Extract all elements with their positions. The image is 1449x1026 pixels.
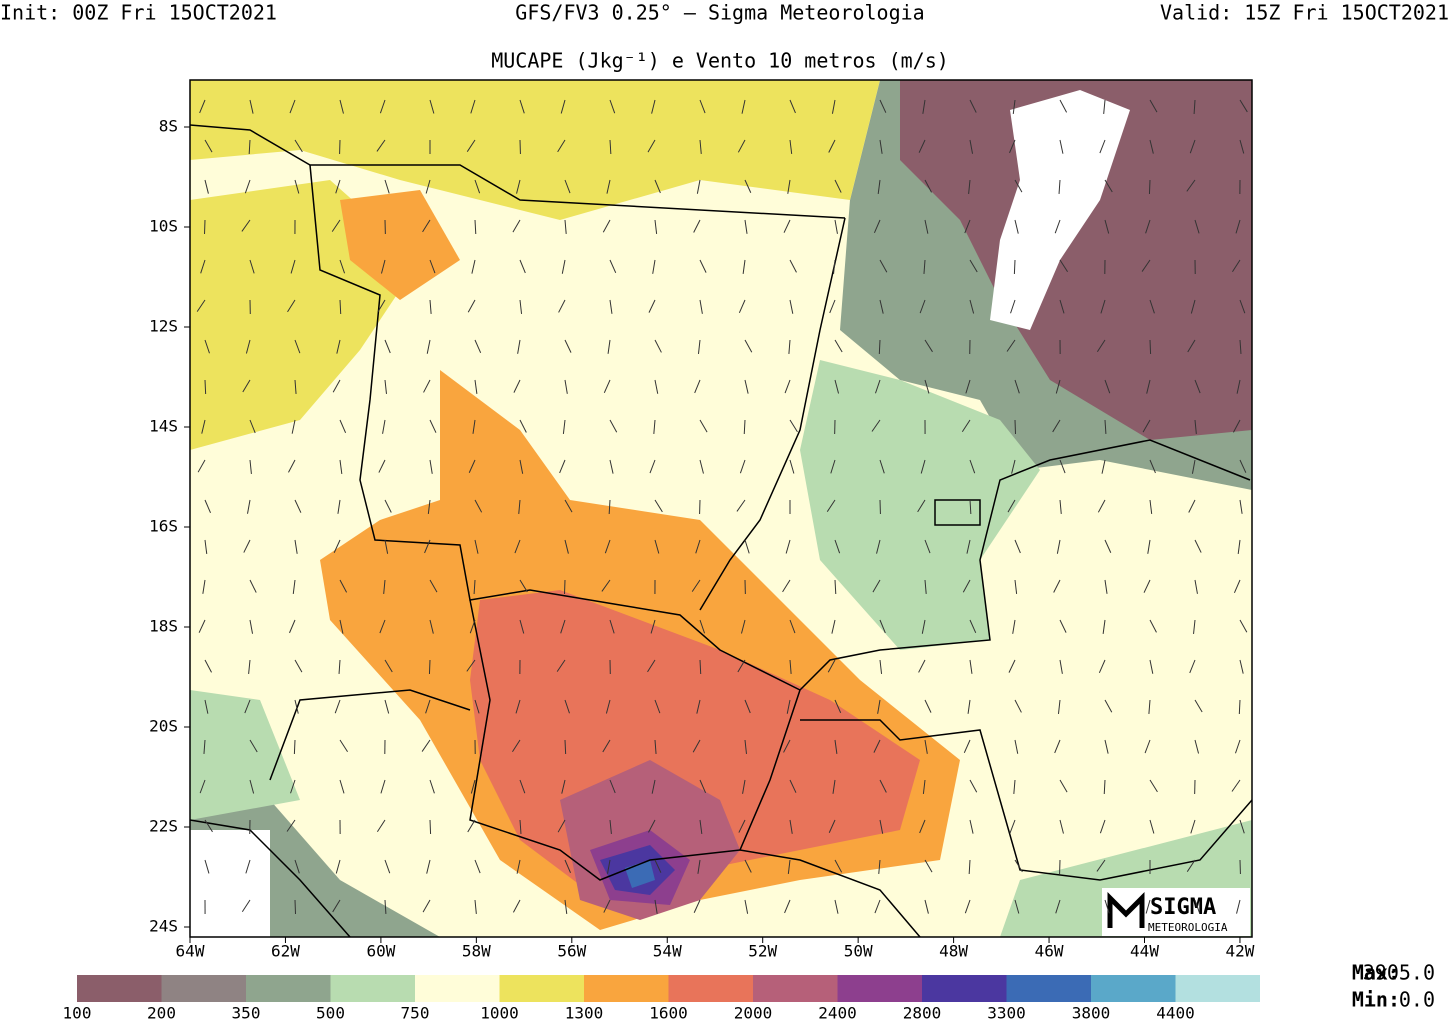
lat-label: 16S xyxy=(149,517,178,536)
lon-label: 50W xyxy=(844,942,873,961)
lon-label: 62W xyxy=(271,942,300,961)
max-value: 3905.0 xyxy=(1363,961,1435,985)
wind-barb xyxy=(205,380,206,394)
wind-barb xyxy=(429,660,430,674)
colorbar-label: 1600 xyxy=(649,1004,688,1023)
lon-label: 48W xyxy=(939,942,968,961)
colorbar-box xyxy=(753,975,838,1002)
colorbar-box xyxy=(1007,975,1092,1002)
colorbar-box xyxy=(415,975,500,1002)
lon-label: 64W xyxy=(176,942,205,961)
init-text: Init: 00Z Fri 15OCT2021 xyxy=(0,1,277,25)
lon-label: 52W xyxy=(748,942,777,961)
colorbar-box xyxy=(838,975,923,1002)
colorbar-label: 750 xyxy=(401,1004,430,1023)
wind-barb xyxy=(294,740,295,754)
wind-barb xyxy=(1239,700,1240,714)
colorbar-label: 100 xyxy=(63,1004,92,1023)
lon-label: 44W xyxy=(1130,942,1159,961)
valid-text: Valid: 15Z Fri 15OCT2021 xyxy=(1160,1,1449,25)
colorbar-label: 2000 xyxy=(734,1004,773,1023)
lon-label: 58W xyxy=(462,942,491,961)
lon-label: 56W xyxy=(557,942,586,961)
colorbar-label: 200 xyxy=(147,1004,176,1023)
logo-name: SIGMA xyxy=(1150,895,1216,920)
colorbar-box xyxy=(1091,975,1176,1002)
map-title: MUCAPE (Jkg⁻¹) e Vento 10 metros (m/s) xyxy=(491,49,949,73)
min-value: 0.0 xyxy=(1399,988,1435,1012)
wind-barb xyxy=(295,900,296,914)
lat-label: 12S xyxy=(149,317,178,336)
model-text: GFS/FV3 0.25° — Sigma Meteorologia xyxy=(515,1,924,25)
wind-barb xyxy=(340,300,341,314)
colorbar-label: 1300 xyxy=(565,1004,604,1023)
wind-barb xyxy=(430,820,431,834)
lon-label: 60W xyxy=(366,942,395,961)
lon-label: 54W xyxy=(653,942,682,961)
min-label: Min: xyxy=(1352,988,1400,1012)
lat-label: 24S xyxy=(149,917,178,936)
colorbar-box xyxy=(246,975,331,1002)
lat-label: 10S xyxy=(149,217,178,236)
wind-barb xyxy=(700,660,701,674)
colorbar-label: 350 xyxy=(232,1004,261,1023)
map-field: SIGMA METEOROLOGIA xyxy=(190,80,1252,937)
wind-barb xyxy=(1149,180,1150,194)
colorbar-box xyxy=(1176,975,1261,1002)
colorbar-box xyxy=(922,975,1007,1002)
lat-label: 14S xyxy=(149,417,178,436)
colorbar-label: 3300 xyxy=(987,1004,1026,1023)
lon-label: 46W xyxy=(1035,942,1064,961)
lon-label: 42W xyxy=(1225,942,1254,961)
lat-label: 22S xyxy=(149,817,178,836)
wind-barb xyxy=(1014,260,1015,274)
colorbar-box xyxy=(331,975,416,1002)
colorbar-box xyxy=(669,975,754,1002)
colorbar-label: 3800 xyxy=(1072,1004,1111,1023)
colorbar-label: 1000 xyxy=(480,1004,519,1023)
colorbar-label: 500 xyxy=(316,1004,345,1023)
logo-sub: METEOROLOGIA xyxy=(1148,921,1228,934)
colorbar-box xyxy=(584,975,669,1002)
colorbar-label: 2800 xyxy=(903,1004,942,1023)
wind-barb xyxy=(1150,340,1151,354)
wind-barb xyxy=(1015,420,1016,434)
lat-label: 8S xyxy=(159,117,178,136)
lat-label: 20S xyxy=(149,717,178,736)
wind-barb xyxy=(879,340,880,354)
colorbar-box xyxy=(77,975,162,1002)
colorbar-label: 4400 xyxy=(1156,1004,1195,1023)
lat-label: 18S xyxy=(149,617,178,636)
colorbar-label: 2400 xyxy=(818,1004,857,1023)
wind-barb xyxy=(565,740,566,754)
colorbar-box xyxy=(162,975,247,1002)
colorbar-box xyxy=(500,975,585,1002)
